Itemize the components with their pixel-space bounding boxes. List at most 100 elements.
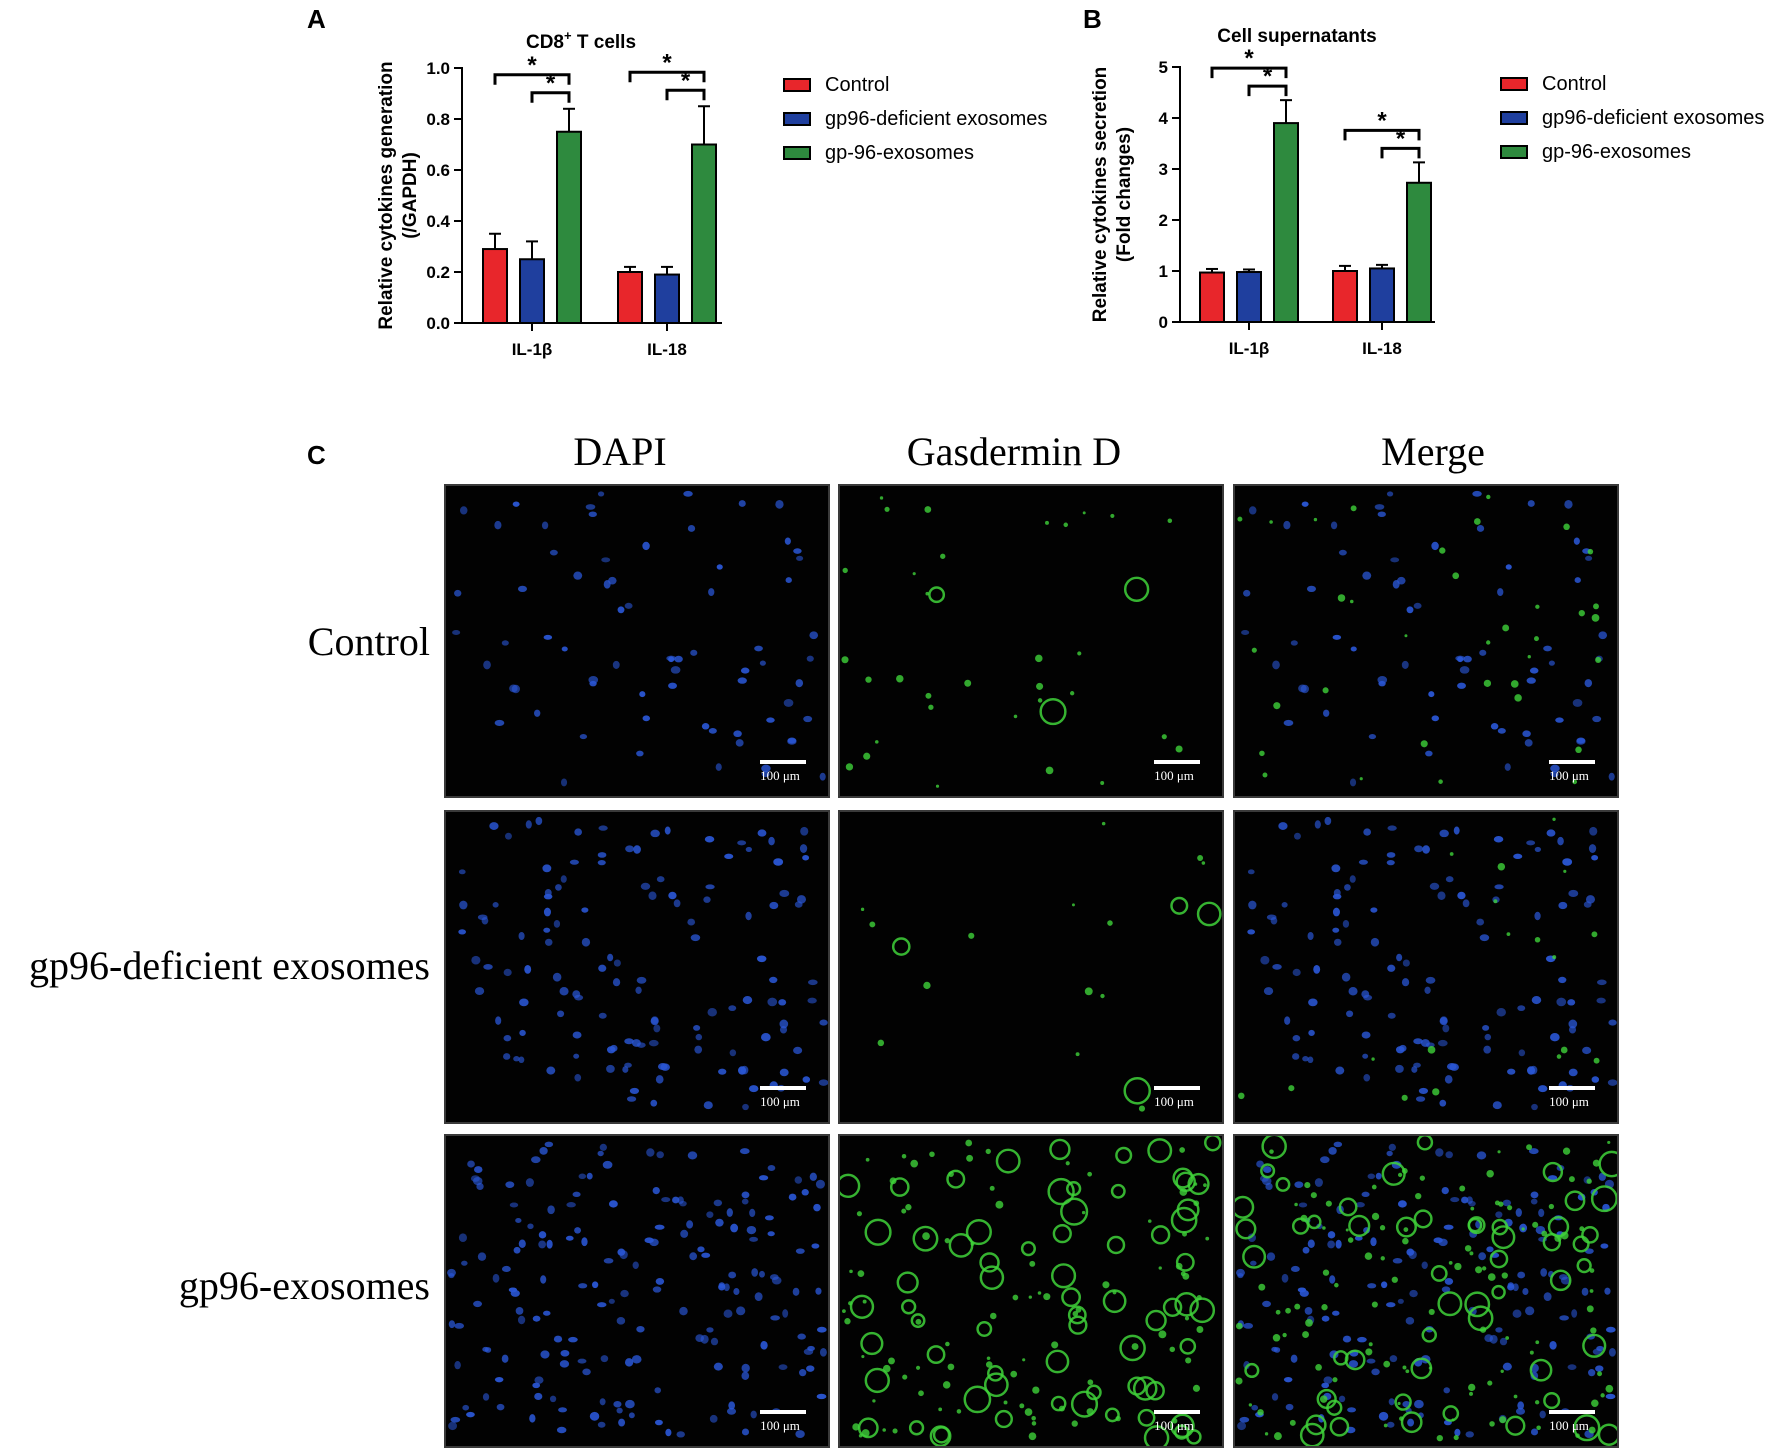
nucleus <box>1348 987 1358 996</box>
gasdermin-cell <box>1333 1350 1349 1366</box>
gasdermin-speck <box>1572 779 1578 785</box>
nucleus <box>1441 1286 1451 1293</box>
chart-b: Cell supernatants Relative cytokines secr… <box>1090 26 1435 358</box>
nucleus <box>708 588 715 596</box>
gasdermin-speck <box>1238 1092 1245 1100</box>
nucleus <box>1528 1148 1539 1155</box>
column-header-gasdermin-d: Gasdermin D <box>906 429 1122 474</box>
gasdermin-speck <box>1438 779 1443 784</box>
nucleus <box>1323 1376 1333 1384</box>
nucleus <box>690 649 698 656</box>
nucleus <box>1483 1045 1492 1054</box>
gasdermin-speck <box>1554 1234 1562 1242</box>
nucleus <box>1476 1151 1487 1160</box>
gasdermin-cell <box>1491 1218 1509 1236</box>
nucleus <box>589 1411 600 1421</box>
column-header-merge: Merge <box>1381 429 1485 474</box>
gasdermin-speck <box>1529 1350 1534 1355</box>
y-tick-label: 3 <box>1159 160 1168 179</box>
nucleus <box>566 1202 576 1208</box>
nucleus <box>482 1393 490 1401</box>
gasdermin-speck <box>1404 634 1408 638</box>
gasdermin-speck <box>1541 1230 1548 1237</box>
nucleus <box>806 655 814 662</box>
y-tick-label: 0.2 <box>426 263 450 282</box>
gasdermin-speck <box>1084 987 1093 996</box>
nucleus <box>1531 996 1542 1005</box>
x-tick-label: IL-18 <box>647 340 687 359</box>
nucleus <box>1371 1368 1380 1376</box>
gasdermin-speck <box>1439 547 1446 554</box>
nucleus <box>1413 1038 1423 1045</box>
gasdermin-cell <box>1137 1408 1156 1427</box>
nucleus <box>740 1065 749 1075</box>
nucleus <box>1304 1306 1313 1315</box>
nucleus <box>716 564 723 570</box>
nucleus <box>483 660 491 670</box>
gasdermin-speck <box>1269 1149 1274 1154</box>
nucleus <box>1283 719 1294 727</box>
nucleus <box>1292 968 1301 977</box>
gasdermin-speck <box>1264 1432 1269 1436</box>
nucleus <box>1438 1238 1448 1247</box>
gasdermin-cell <box>1049 1138 1071 1161</box>
gasdermin-speck <box>1302 1331 1310 1338</box>
nucleus <box>1567 1364 1577 1370</box>
legend-item: gp-96-exosomes <box>1500 135 1764 169</box>
nucleus <box>1397 1298 1404 1304</box>
gasdermin-cell <box>864 1367 890 1394</box>
nucleus <box>452 630 461 635</box>
gasdermin-cell <box>1060 1197 1089 1226</box>
gasdermin-cell <box>1174 1292 1199 1317</box>
gasdermin-speck <box>1031 1421 1037 1426</box>
nucleus <box>1248 900 1257 910</box>
legend-item: gp96-deficient exosomes <box>1500 101 1764 135</box>
nucleus <box>1461 1196 1469 1204</box>
nucleus <box>689 1252 698 1261</box>
nucleus <box>538 1240 546 1249</box>
legend-a: Control gp96-deficient exosomes gp-96-ex… <box>783 68 1047 170</box>
nucleus <box>648 891 657 900</box>
gasdermin-speck <box>1534 636 1539 642</box>
nucleus <box>1307 1056 1314 1064</box>
nucleus <box>1348 1360 1359 1368</box>
nucleus <box>622 1066 629 1073</box>
gasdermin-speck <box>1371 1301 1378 1308</box>
nucleus <box>1530 1428 1539 1436</box>
gasdermin-speck <box>1379 1225 1386 1231</box>
gasdermin-speck <box>842 1309 846 1314</box>
gasdermin-speck <box>1464 1245 1472 1252</box>
nucleus <box>680 1229 689 1238</box>
nucleus <box>1285 1403 1294 1411</box>
gasdermin-speck <box>1310 1192 1317 1199</box>
nucleus <box>1332 927 1340 933</box>
gasdermin-speck <box>968 932 975 939</box>
gasdermin-speck <box>1349 599 1354 604</box>
gasdermin-cell <box>1189 1297 1216 1324</box>
gasdermin-cell <box>1110 1183 1126 1199</box>
nucleus <box>541 521 549 530</box>
nucleus <box>779 1025 788 1034</box>
gasdermin-speck <box>1071 1420 1078 1427</box>
nucleus <box>1605 1393 1616 1400</box>
nucleus <box>646 1148 655 1157</box>
gasdermin-speck <box>1179 1147 1186 1153</box>
nucleus <box>1306 585 1317 593</box>
gasdermin-speck <box>1487 1380 1493 1386</box>
gasdermin-speck <box>879 496 884 500</box>
nucleus <box>1524 739 1533 747</box>
nucleus <box>677 1196 684 1204</box>
gasdermin-speck <box>1184 1316 1190 1321</box>
nucleus <box>495 1016 502 1025</box>
gasdermin-speck <box>1248 1403 1253 1407</box>
nucleus <box>474 1166 483 1174</box>
nucleus <box>1496 1007 1506 1017</box>
gasdermin-speck <box>1453 1435 1459 1441</box>
gasdermin-cell <box>1175 1252 1195 1272</box>
gasdermin-speck <box>869 921 876 928</box>
gasdermin-cell <box>1464 1291 1491 1318</box>
gasdermin-speck <box>985 1148 991 1155</box>
micrograph-gp96-deficient-gasdermin: 100 μm <box>838 810 1224 1124</box>
gasdermin-speck <box>1022 1358 1026 1362</box>
nucleus <box>709 1414 718 1423</box>
